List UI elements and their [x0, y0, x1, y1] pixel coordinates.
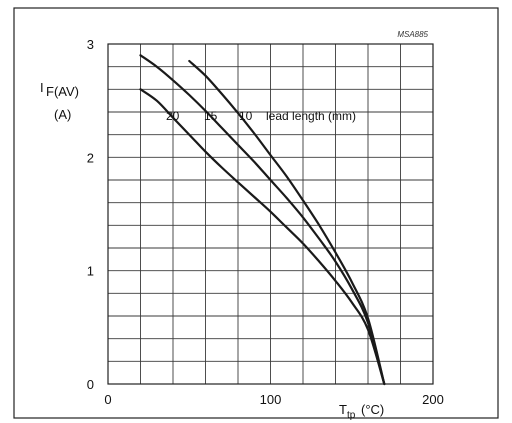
series-line-10	[188, 59, 386, 386]
x-axis-unit: (°C)	[361, 402, 384, 417]
chart-frame	[13, 7, 499, 419]
y-tick-label: 3	[87, 37, 94, 52]
x-axis-label-subscript: tp	[347, 410, 356, 421]
x-tick-label: 200	[422, 392, 444, 407]
y-tick-label: 1	[87, 264, 94, 279]
figure-code: MSA885	[397, 30, 428, 39]
series-line-20	[139, 88, 386, 386]
series-line-15	[139, 54, 386, 386]
series-label-20: 20	[166, 109, 180, 123]
x-axis-label-main: T	[339, 402, 347, 417]
curves	[139, 54, 386, 386]
series-label-10: 10	[239, 109, 253, 123]
x-tick-label: 100	[260, 392, 282, 407]
series-label-15: 15	[204, 109, 218, 123]
x-tick-label: 0	[104, 392, 111, 407]
y-tick-label: 0	[87, 377, 94, 392]
series-legend-text: lead length (mm)	[266, 109, 356, 123]
y-axis-label-subscript: F(AV)	[46, 84, 79, 99]
y-axis-unit: (A)	[54, 107, 71, 122]
y-axis-label-main: I	[40, 80, 44, 95]
labels: 0 1 2 3 0 100 200 I F(AV) (A) T tp (°C) 20 15 10 lead le…	[40, 30, 444, 421]
y-tick-label: 2	[87, 150, 94, 165]
grid	[107, 43, 434, 385]
plot-area-border	[107, 43, 434, 385]
